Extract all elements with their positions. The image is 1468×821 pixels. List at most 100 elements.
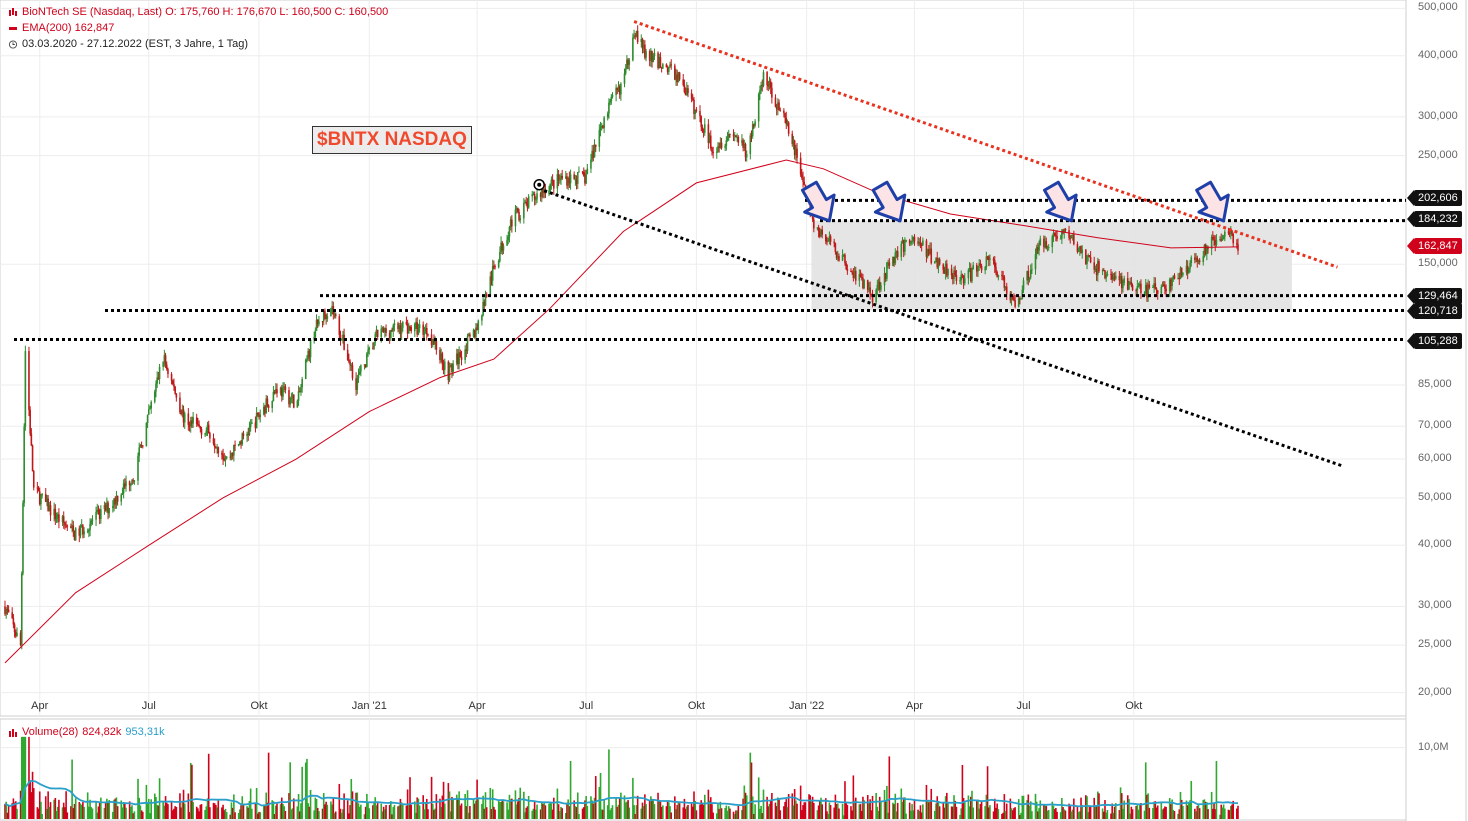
candle-body	[1027, 271, 1030, 281]
volume-bar	[240, 805, 242, 819]
ema200-line	[4, 159, 1239, 664]
candle-body	[466, 336, 469, 351]
candle-body	[702, 131, 705, 133]
candle-body	[368, 347, 371, 350]
candle-body	[878, 281, 881, 290]
volume-bar	[618, 797, 621, 819]
candle-body	[393, 323, 396, 326]
candle-body	[416, 322, 418, 335]
candle-body	[560, 175, 562, 179]
candle-body	[1202, 256, 1205, 263]
volume-bar	[490, 809, 493, 819]
volume-bar	[410, 804, 413, 819]
candle-body	[452, 363, 454, 372]
volume-bar	[447, 783, 450, 819]
volume-bar	[568, 806, 571, 819]
candle-body	[635, 30, 638, 37]
candle-body	[1206, 247, 1208, 255]
volume-bar	[585, 796, 587, 819]
volume-bar	[288, 793, 290, 819]
volume-bar	[1195, 811, 1197, 819]
volume-bar	[427, 809, 429, 819]
volume-bar	[339, 808, 342, 819]
candle-body	[351, 365, 354, 379]
volume-bar	[197, 808, 199, 819]
volume-bar	[946, 792, 948, 819]
volume-bar	[1210, 791, 1213, 819]
volume-bar	[366, 793, 368, 819]
volume-bar	[1161, 809, 1164, 819]
candle-body	[564, 176, 567, 179]
candle-body	[346, 349, 349, 360]
candle-body	[113, 498, 115, 507]
candle-body	[82, 525, 84, 535]
candle-body	[1063, 228, 1066, 233]
volume-bar	[449, 811, 452, 819]
candle-body	[901, 239, 904, 244]
volume-value: 824,82k	[82, 726, 122, 738]
volume-bar	[241, 796, 244, 819]
candle-body	[1079, 246, 1081, 250]
volume-bar	[594, 776, 597, 819]
volume-bar	[869, 799, 871, 819]
candle-body	[402, 322, 404, 328]
volume-bar	[73, 803, 76, 819]
candle-body	[1038, 245, 1040, 251]
volume-bar	[364, 806, 367, 819]
volume-bar	[695, 810, 698, 819]
candle-body	[735, 135, 737, 138]
volume-bar	[259, 812, 262, 819]
volume-bar	[808, 794, 810, 819]
volume-bar	[153, 793, 156, 819]
volume-bar	[852, 775, 855, 819]
candle-body	[318, 321, 320, 325]
candle-body	[533, 193, 536, 200]
candle-body	[434, 340, 436, 344]
candle-body	[1182, 272, 1184, 276]
candle-body	[1195, 257, 1197, 260]
candle-body	[1220, 239, 1223, 241]
volume-bar	[742, 798, 744, 819]
candle-body	[1179, 267, 1182, 279]
candle-body	[451, 364, 453, 372]
candle-body	[1029, 269, 1032, 278]
volume-bar	[283, 806, 285, 819]
candle-body	[150, 401, 152, 409]
candle-body	[926, 249, 929, 257]
volume-bar	[862, 796, 864, 819]
candle-body	[715, 151, 718, 153]
volume-bar	[650, 796, 652, 819]
volume-bar	[729, 808, 731, 819]
volume-bar	[811, 796, 814, 819]
volume-bar	[701, 802, 704, 819]
volume-bar	[1153, 801, 1155, 819]
volume-bar	[1204, 801, 1207, 819]
volume-bar	[1111, 803, 1113, 819]
candle-body	[173, 384, 175, 387]
candle-body	[405, 322, 408, 325]
candle-body	[708, 135, 711, 143]
volume-bar	[935, 803, 937, 819]
candle-body	[307, 350, 309, 359]
volume-bar	[724, 807, 726, 819]
candle-body	[499, 251, 501, 262]
candle-body	[254, 422, 257, 429]
candle-body	[959, 280, 961, 282]
candle-body	[392, 325, 395, 331]
candle-body	[64, 522, 66, 526]
candle-body	[6, 608, 9, 610]
volume-bar	[1228, 810, 1231, 819]
volume-bar	[615, 797, 617, 819]
volume-bar	[1231, 804, 1233, 819]
candle-body	[1213, 237, 1215, 240]
candle-body	[687, 88, 689, 94]
candle-body	[397, 323, 399, 330]
candle-body	[644, 44, 646, 58]
candle-body	[1147, 284, 1149, 298]
candle-body	[968, 268, 971, 271]
volume-bar	[1162, 808, 1165, 819]
candle-body	[1136, 286, 1139, 291]
candle-body	[594, 144, 597, 147]
volume-bar	[31, 771, 34, 819]
